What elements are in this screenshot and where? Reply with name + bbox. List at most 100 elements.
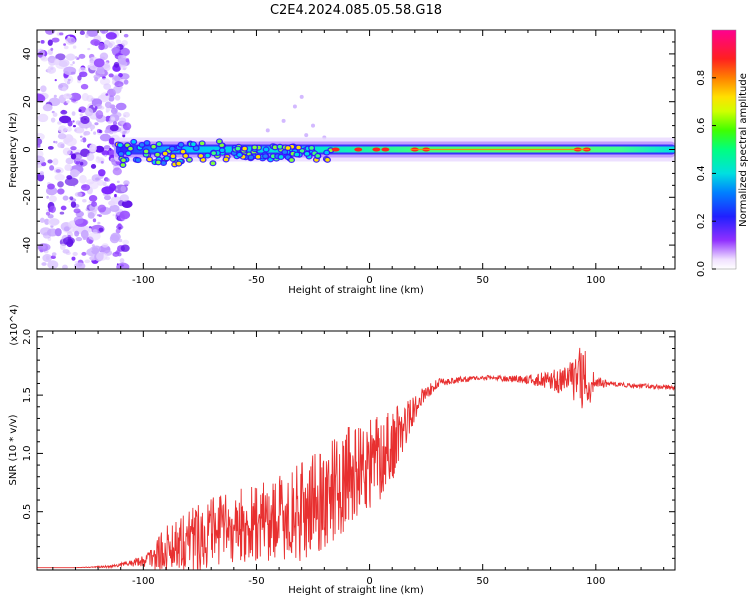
noise-point	[70, 169, 80, 178]
spectrogram-y-tick-label: -20	[22, 189, 33, 205]
ridge-blob	[156, 142, 162, 146]
noise-point	[108, 137, 116, 145]
noise-point	[123, 180, 130, 186]
noise-point	[102, 181, 107, 187]
noise-point	[116, 180, 120, 184]
ridge-blob	[162, 151, 168, 156]
ridge-peak	[331, 147, 340, 152]
snr-y-tick-label: 2.0	[22, 329, 33, 345]
ridge-blob	[170, 146, 175, 151]
noise-point	[80, 83, 89, 90]
noise-point	[37, 138, 43, 146]
noise-point	[37, 51, 43, 58]
colorbar-gradient	[711, 29, 737, 270]
noise-point	[93, 131, 97, 135]
colorbar-tick-label: 0.4	[696, 165, 707, 181]
ridge-blob	[270, 154, 276, 158]
noise-point	[72, 251, 78, 256]
ridge-blob	[296, 145, 301, 150]
ridge-blob	[180, 149, 186, 154]
noise-point	[119, 194, 130, 202]
spectrogram-x-tick-label: 100	[586, 275, 605, 286]
noise-point	[70, 201, 77, 208]
ridge-blob	[121, 158, 126, 162]
ridge-blob	[198, 154, 204, 158]
noise-point	[97, 221, 101, 225]
noise-point	[90, 39, 101, 46]
noise-point	[96, 156, 100, 160]
noise-point	[111, 47, 120, 53]
noise-point	[71, 38, 75, 43]
noise-point	[281, 118, 286, 123]
noise-point	[97, 204, 107, 213]
noise-point	[81, 251, 87, 256]
noise-point	[98, 214, 102, 218]
noise-point	[54, 173, 65, 181]
noise-point	[42, 231, 52, 239]
noise-point	[94, 106, 98, 110]
ridge-blob	[120, 163, 126, 167]
noise-point	[115, 112, 122, 118]
spectrogram-x-ticks: -100 -50 0 50 100	[52, 30, 665, 286]
noise-point	[71, 256, 76, 261]
noise-point	[87, 47, 91, 51]
noise-point	[88, 195, 98, 202]
ridge-blob	[237, 152, 242, 157]
noise-point	[118, 200, 125, 207]
snr-x-axis-label: Height of straight line (km)	[288, 585, 424, 596]
noise-point	[108, 95, 115, 102]
noise-point	[48, 58, 57, 66]
noise-point	[37, 155, 45, 165]
noise-point	[69, 196, 74, 201]
noise-point	[64, 177, 79, 186]
noise-point	[114, 81, 124, 88]
noise-point	[116, 262, 130, 269]
noise-point	[58, 125, 67, 134]
colorbar-tick-label: 0.8	[696, 70, 707, 86]
snr-y-ticks: 0.5 1.0 1.5 2.0	[22, 329, 675, 559]
colorbar-tick-label: 0.2	[696, 213, 707, 229]
noise-point	[94, 145, 105, 153]
noise-point	[87, 211, 95, 219]
snr-x-tick-label: 0	[366, 576, 372, 587]
noise-point	[72, 120, 75, 123]
snr-y-tick-label: 1.5	[22, 387, 33, 403]
noise-point	[96, 251, 108, 261]
noise-point	[83, 130, 91, 136]
ridge-blob	[242, 146, 247, 151]
noise-point	[88, 200, 92, 204]
noise-point	[80, 115, 90, 125]
noise-point	[53, 94, 57, 98]
noise-point	[72, 124, 76, 128]
ridge-blob	[299, 149, 305, 153]
noise-point	[90, 163, 97, 169]
noise-point	[99, 129, 103, 134]
ridge-blob	[147, 157, 152, 162]
noise-point	[123, 79, 129, 85]
noise-point	[40, 56, 49, 62]
ridge-blob	[248, 155, 254, 160]
noise-point	[50, 117, 56, 123]
noise-point	[57, 121, 62, 125]
noise-point	[67, 120, 73, 127]
noise-point	[79, 30, 85, 36]
noise-point	[39, 171, 44, 176]
noise-point	[108, 73, 114, 78]
spectrogram-y-ticks: -40 -20 0 20 40	[22, 29, 675, 270]
noise-point	[59, 32, 64, 36]
ridge-blob	[139, 143, 145, 147]
ridge-blob	[155, 152, 160, 157]
noise-point	[57, 142, 65, 149]
noise-point	[79, 71, 88, 78]
noise-point	[110, 117, 115, 121]
noise-point	[121, 200, 133, 208]
noise-point	[79, 135, 83, 138]
noise-point	[45, 30, 55, 35]
noise-point	[42, 103, 53, 112]
noise-point	[71, 111, 76, 116]
noise-point	[120, 244, 130, 252]
snr-y-axis-label: SNR (10 * v/v)	[8, 414, 19, 485]
ridge-core	[119, 146, 675, 153]
noise-point	[112, 75, 119, 80]
ridge-blob	[277, 144, 283, 149]
